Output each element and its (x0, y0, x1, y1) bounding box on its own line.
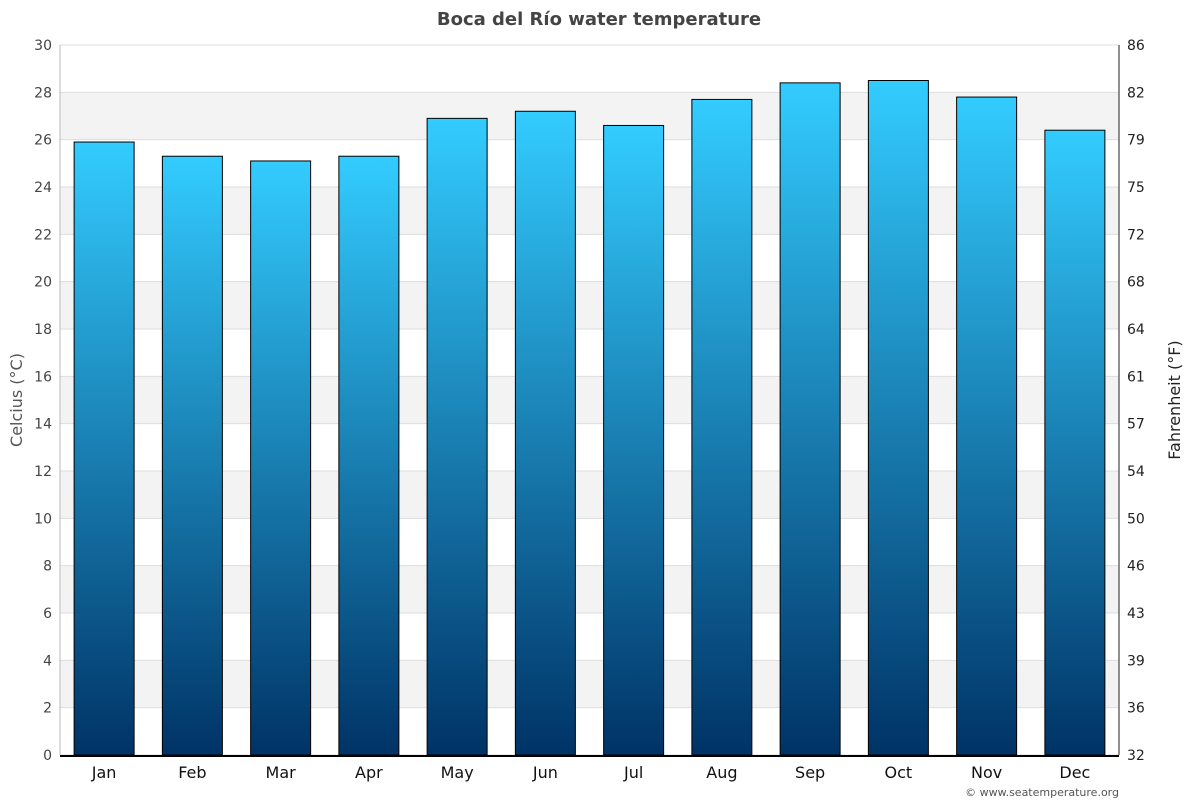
y-tick-label: 20 (34, 275, 52, 291)
y-tick-label: 4 (43, 653, 52, 669)
y2-tick-label: 36 (1127, 701, 1145, 717)
y2-tick-label: 64 (1127, 322, 1145, 338)
x-tick-label: Jan (91, 763, 117, 782)
bar-may[interactable] (426, 117, 488, 756)
x-tick-label: Sep (795, 763, 825, 782)
x-tick-label: Jul (623, 763, 643, 782)
y2-tick-label: 86 (1127, 38, 1145, 54)
y-tick-label: 10 (34, 511, 52, 527)
grid-band (60, 376, 1119, 424)
x-tick-label: Jun (532, 763, 558, 782)
x-tick-label: Nov (971, 763, 1002, 782)
y-tick-label: 0 (43, 748, 52, 764)
bar-jul[interactable] (603, 124, 665, 756)
bar-feb[interactable] (161, 155, 223, 756)
grid-band (60, 471, 1119, 519)
grid-band (60, 281, 1119, 329)
x-tick-label: Dec (1059, 763, 1090, 782)
y2-tick-label: 72 (1127, 227, 1145, 243)
y2-tick-label: 61 (1127, 369, 1145, 385)
y-tick-label: 26 (34, 133, 52, 149)
y-tick-label: 22 (34, 227, 52, 243)
x-tick-label: Aug (706, 763, 737, 782)
y-tick-label: 18 (34, 322, 52, 338)
chart-title: Boca del Río water temperature (437, 9, 761, 30)
bar-mar[interactable] (250, 160, 312, 756)
x-tick-label: Apr (355, 763, 383, 782)
y2-tick-label: 79 (1127, 133, 1145, 149)
y-axis-label: Celcius (°C) (7, 353, 26, 447)
y2-tick-label: 68 (1127, 275, 1145, 291)
x-tick-label: Oct (885, 763, 913, 782)
y-tick-label: 24 (34, 180, 52, 196)
y2-tick-label: 43 (1127, 606, 1145, 622)
y2-tick-label: 50 (1127, 511, 1145, 527)
x-tick-label: Mar (266, 763, 297, 782)
grid-band (60, 92, 1119, 140)
y-tick-label: 2 (43, 701, 52, 717)
credit-text[interactable]: © www.seatemperature.org (965, 786, 1119, 799)
bar-dec[interactable] (1044, 129, 1106, 756)
grid-band (60, 187, 1119, 235)
y2-tick-label: 46 (1127, 559, 1145, 575)
bar-nov[interactable] (956, 96, 1018, 756)
y-tick-label: 30 (34, 38, 52, 54)
y2-tick-label: 82 (1127, 85, 1145, 101)
grid-band (60, 565, 1119, 613)
y2-tick-label: 75 (1127, 180, 1145, 196)
y-tick-label: 8 (43, 559, 52, 575)
y2-tick-label: 39 (1127, 653, 1145, 669)
y-tick-label: 12 (34, 464, 52, 480)
bar-apr[interactable] (338, 155, 400, 756)
grid-band (60, 660, 1119, 708)
y2-tick-label: 54 (1127, 464, 1145, 480)
bar-aug[interactable] (691, 98, 753, 756)
x-tick-label: May (441, 763, 474, 782)
y2-axis-label: Fahrenheit (°F) (1165, 340, 1184, 459)
bar-sep[interactable] (779, 82, 841, 756)
bar-jan[interactable] (73, 141, 135, 756)
y-tick-label: 14 (34, 417, 52, 433)
y2-tick-label: 32 (1127, 748, 1145, 764)
bar-oct[interactable] (867, 80, 929, 756)
y-tick-label: 6 (43, 606, 52, 622)
y2-tick-label: 57 (1127, 417, 1145, 433)
bar-jun[interactable] (514, 110, 576, 756)
x-tick-label: Feb (178, 763, 206, 782)
y-tick-label: 28 (34, 85, 52, 101)
y-tick-label: 16 (34, 369, 52, 385)
